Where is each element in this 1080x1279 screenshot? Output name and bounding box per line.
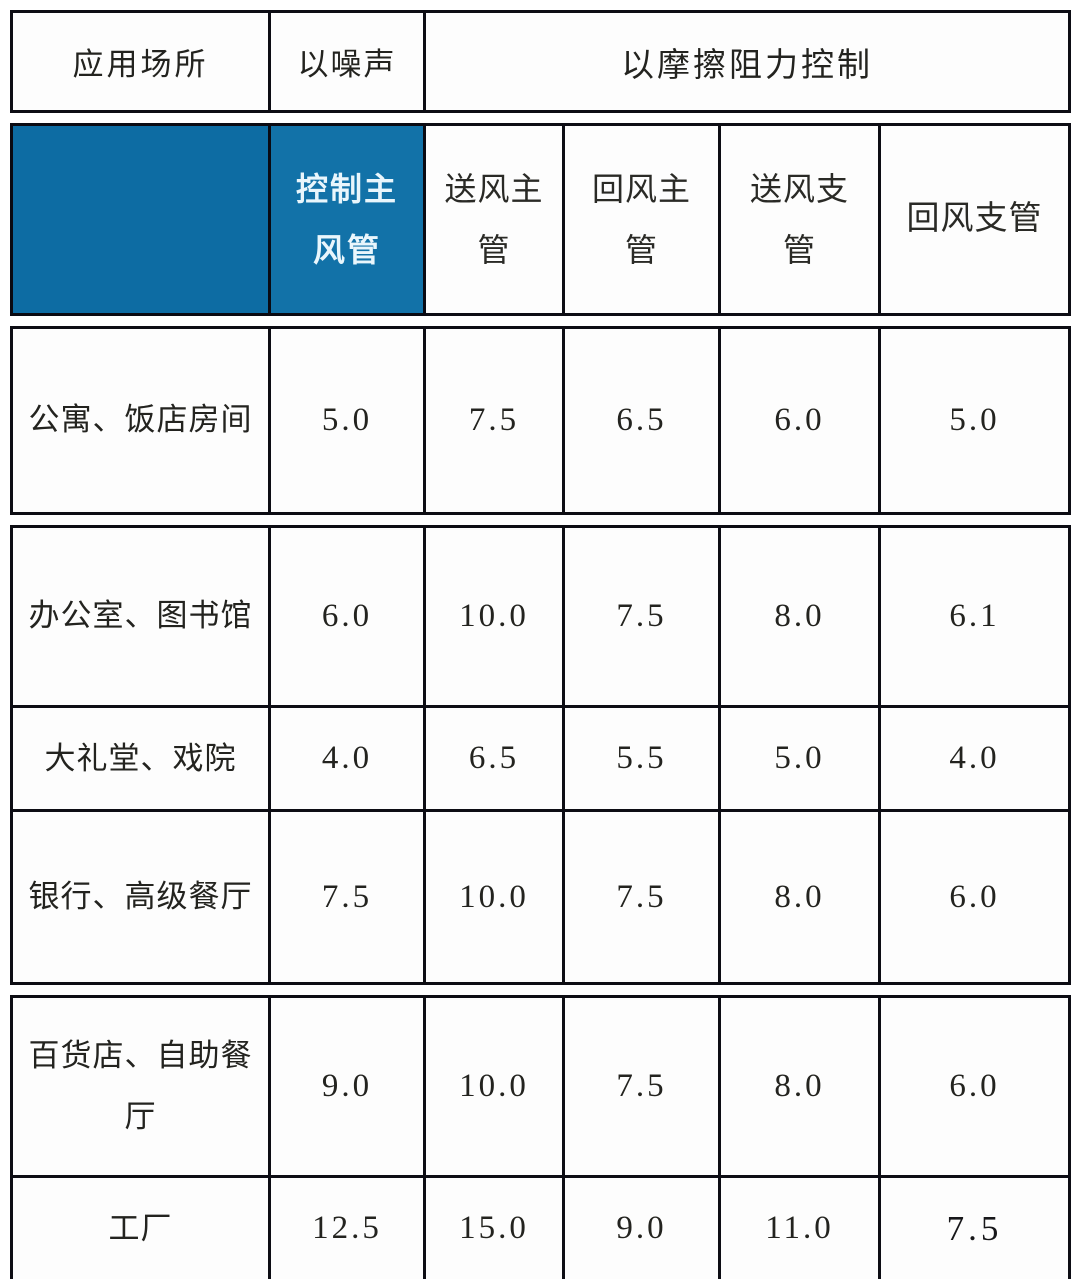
- table-row: 工厂 12.5 15.0 9.0 11.0 7.5: [10, 1175, 1071, 1279]
- header-supply-main-duct: 送风主管: [423, 123, 565, 316]
- header-blank-cell: [10, 123, 271, 316]
- cell-return-main-duct: 7.5: [562, 995, 721, 1178]
- cell-return-branch-duct: 7.5: [878, 1175, 1071, 1279]
- row-place-label: 大礼堂、戏院: [10, 705, 271, 812]
- table-row: 公寓、饭店房间 5.0 7.5 6.5 6.0 5.0: [10, 326, 1071, 515]
- cell-control-main-duct: 4.0: [268, 705, 426, 812]
- header-return-main-duct: 回风主管: [562, 123, 721, 316]
- row-place-label: 办公室、图书馆: [10, 525, 271, 708]
- header-control-main-duct: 控制主风管: [268, 123, 426, 316]
- table-group-2: 办公室、图书馆 6.0 10.0 7.5 8.0 6.1 大礼堂、戏院 4.0 …: [10, 525, 1071, 985]
- cell-return-branch-duct: 6.0: [878, 995, 1071, 1178]
- cell-supply-main-duct: 10.0: [423, 525, 565, 708]
- cell-supply-main-duct: 15.0: [423, 1175, 565, 1279]
- table-group-1: 公寓、饭店房间 5.0 7.5 6.5 6.0 5.0: [10, 326, 1071, 515]
- cell-return-main-duct: 9.0: [562, 1175, 721, 1279]
- cell-control-main-duct: 5.0: [268, 326, 426, 515]
- row-place-label: 公寓、饭店房间: [10, 326, 271, 515]
- table-row: 百货店、自助餐厅 9.0 10.0 7.5 8.0 6.0: [10, 995, 1071, 1178]
- cell-return-main-duct: 7.5: [562, 525, 721, 708]
- cell-return-branch-duct: 5.0: [878, 326, 1071, 515]
- cell-supply-branch-duct: 6.0: [718, 326, 881, 515]
- cell-control-main-duct: 6.0: [268, 525, 426, 708]
- header-row-top: 应用场所 以噪声 以摩擦阻力控制: [10, 10, 1071, 113]
- table-row: 银行、高级餐厅 7.5 10.0 7.5 8.0 6.0: [10, 809, 1071, 985]
- header-row-sub: 控制主风管 送风主管 回风主管 送风支管 回风支管: [10, 123, 1071, 316]
- cell-supply-main-duct: 10.0: [423, 809, 565, 985]
- cell-return-branch-duct: 6.1: [878, 525, 1071, 708]
- cell-supply-branch-duct: 8.0: [718, 525, 881, 708]
- cell-return-main-duct: 6.5: [562, 326, 721, 515]
- cell-control-main-duct: 9.0: [268, 995, 426, 1178]
- row-place-label: 百货店、自助餐厅: [10, 995, 271, 1178]
- header-by-friction-control: 以摩擦阻力控制: [423, 10, 1071, 113]
- cell-supply-main-duct: 7.5: [423, 326, 565, 515]
- header-supply-branch-duct: 送风支管: [718, 123, 881, 316]
- cell-supply-branch-duct: 8.0: [718, 809, 881, 985]
- cell-return-branch-duct: 4.0: [878, 705, 1071, 812]
- table-header-block: 应用场所 以噪声 以摩擦阻力控制: [10, 10, 1071, 113]
- cell-return-main-duct: 5.5: [562, 705, 721, 812]
- cell-supply-main-duct: 10.0: [423, 995, 565, 1178]
- row-place-label: 银行、高级餐厅: [10, 809, 271, 985]
- header-application-place: 应用场所: [10, 10, 271, 113]
- cell-return-branch-duct: 6.0: [878, 809, 1071, 985]
- cell-control-main-duct: 7.5: [268, 809, 426, 985]
- table-row: 办公室、图书馆 6.0 10.0 7.5 8.0 6.1: [10, 525, 1071, 708]
- cell-supply-branch-duct: 11.0: [718, 1175, 881, 1279]
- cell-supply-branch-duct: 5.0: [718, 705, 881, 812]
- table-group-3: 百货店、自助餐厅 9.0 10.0 7.5 8.0 6.0 工厂 12.5 15…: [10, 995, 1071, 1279]
- cell-supply-main-duct: 6.5: [423, 705, 565, 812]
- cell-supply-branch-duct: 8.0: [718, 995, 881, 1178]
- row-place-label: 工厂: [10, 1175, 271, 1279]
- table-subheader-block: 控制主风管 送风主管 回风主管 送风支管 回风支管: [10, 123, 1071, 316]
- header-by-noise: 以噪声: [268, 10, 426, 113]
- table-row: 大礼堂、戏院 4.0 6.5 5.5 5.0 4.0: [10, 705, 1071, 812]
- cell-control-main-duct: 12.5: [268, 1175, 426, 1279]
- header-return-branch-duct: 回风支管: [878, 123, 1071, 316]
- cell-return-main-duct: 7.5: [562, 809, 721, 985]
